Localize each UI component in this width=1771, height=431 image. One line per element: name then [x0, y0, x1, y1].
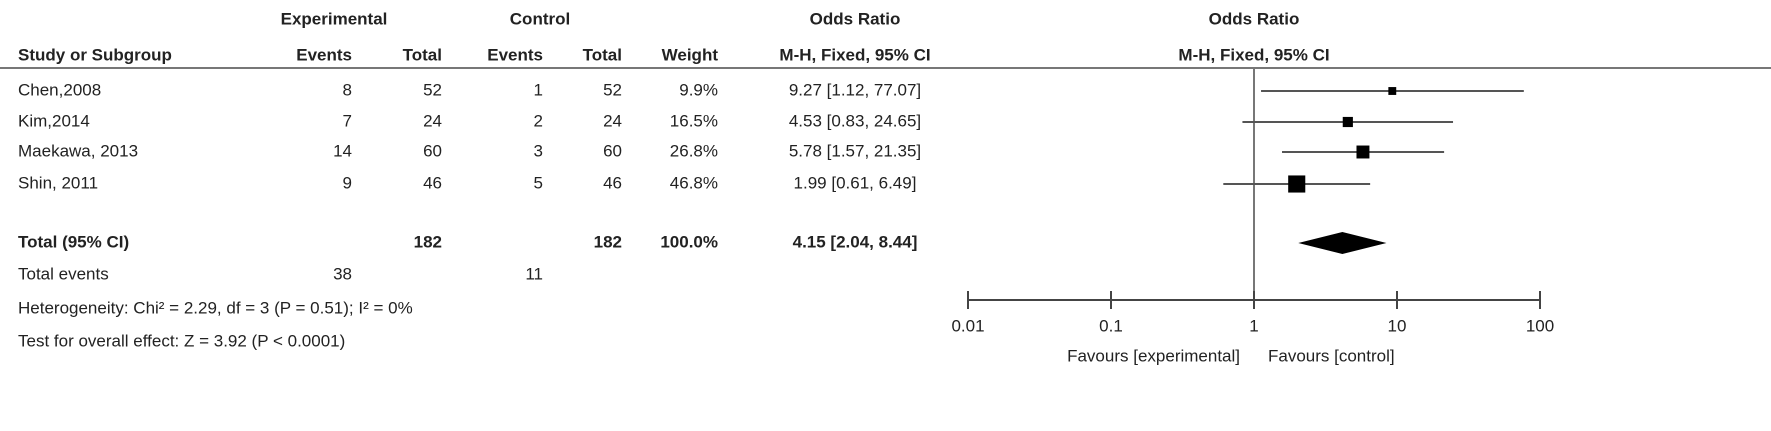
- heterogeneity: Heterogeneity: Chi² = 2.29, df = 3 (P = …: [18, 298, 413, 317]
- group2-header: Control: [510, 9, 570, 28]
- total-events-label: Total events: [18, 264, 109, 283]
- x-tick-label: 0.01: [951, 316, 984, 335]
- ci-label: 9.27 [1.12, 77.07]: [789, 80, 921, 99]
- ctrl-events: 1: [534, 80, 543, 99]
- study-header: Study or Subgroup: [18, 45, 172, 64]
- total-ctrl: 182: [594, 232, 622, 251]
- ctrl-events: 5: [534, 173, 543, 192]
- study-name: Maekawa, 2013: [18, 141, 138, 160]
- x-tick-label: 0.1: [1099, 316, 1123, 335]
- plot-method-header: M-H, Fixed, 95% CI: [1178, 45, 1329, 64]
- ci-label: 1.99 [0.61, 6.49]: [794, 173, 917, 192]
- plot-effect-header: Odds Ratio: [1209, 9, 1300, 28]
- total-events-ctrl: 11: [525, 264, 543, 283]
- effect-header: Odds Ratio: [810, 9, 901, 28]
- total-exp: 182: [414, 232, 442, 251]
- ctrl-total: 52: [603, 80, 622, 99]
- weight: 9.9%: [679, 80, 718, 99]
- ctrl-events: 2: [534, 111, 543, 130]
- summary-diamond: [1298, 232, 1387, 254]
- group1-header: Experimental: [281, 9, 388, 28]
- exp-total: 24: [423, 111, 442, 130]
- weight: 16.5%: [670, 111, 718, 130]
- effect-square: [1342, 116, 1353, 128]
- favours-right: Favours [control]: [1268, 346, 1395, 365]
- ctrl-total: 24: [603, 111, 622, 130]
- total-ci: 4.15 [2.04, 8.44]: [793, 232, 918, 251]
- effect-square: [1356, 145, 1370, 159]
- exp-total: 52: [423, 80, 442, 99]
- x-tick-label: 10: [1388, 316, 1407, 335]
- ci-label: 4.53 [0.83, 24.65]: [789, 111, 921, 130]
- ctrl-events: 3: [534, 141, 543, 160]
- exp-events: 14: [333, 141, 352, 160]
- total-header: Total: [403, 45, 442, 64]
- ctrl-total: 46: [603, 173, 622, 192]
- study-name: Chen,2008: [18, 80, 101, 99]
- weight-header: Weight: [662, 45, 719, 64]
- exp-events: 9: [343, 173, 352, 192]
- exp-total: 60: [423, 141, 442, 160]
- total-weight: 100.0%: [660, 232, 718, 251]
- study-name: Shin, 2011: [18, 173, 98, 192]
- exp-events: 7: [343, 111, 352, 130]
- x-tick-label: 100: [1526, 316, 1554, 335]
- x-tick-label: 1: [1249, 316, 1258, 335]
- study-name: Kim,2014: [18, 111, 90, 130]
- exp-total: 46: [423, 173, 442, 192]
- effect-square: [1388, 87, 1397, 95]
- total-header: Total: [583, 45, 622, 64]
- events-header: Events: [487, 45, 543, 64]
- exp-events: 8: [343, 80, 352, 99]
- overall-effect: Test for overall effect: Z = 3.92 (P < 0…: [18, 331, 345, 350]
- favours-left: Favours [experimental]: [1067, 346, 1240, 365]
- header: Experimental Control Odds Ratio Odds Rat…: [0, 9, 1771, 69]
- total-name: Total (95% CI): [18, 232, 129, 251]
- weight: 46.8%: [670, 173, 718, 192]
- events-header: Events: [296, 45, 352, 64]
- ctrl-total: 60: [603, 141, 622, 160]
- effect-square: [1288, 175, 1306, 193]
- ci-label: 5.78 [1.57, 21.35]: [789, 141, 921, 160]
- total-events-exp: 38: [333, 264, 352, 283]
- weight: 26.8%: [670, 141, 718, 160]
- method-header: M-H, Fixed, 95% CI: [779, 45, 930, 64]
